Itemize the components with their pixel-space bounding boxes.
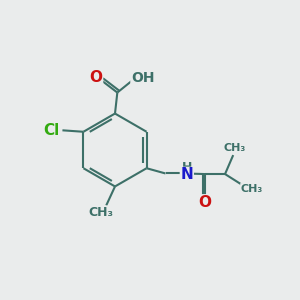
Text: CH₃: CH₃ <box>88 206 113 219</box>
Text: O: O <box>199 195 212 210</box>
Text: OH: OH <box>131 71 154 85</box>
Text: O: O <box>89 70 103 85</box>
Text: Cl: Cl <box>43 123 59 138</box>
Text: H: H <box>182 160 192 174</box>
Text: CH₃: CH₃ <box>223 143 245 153</box>
Text: N: N <box>180 167 193 182</box>
Text: CH₃: CH₃ <box>241 184 263 194</box>
